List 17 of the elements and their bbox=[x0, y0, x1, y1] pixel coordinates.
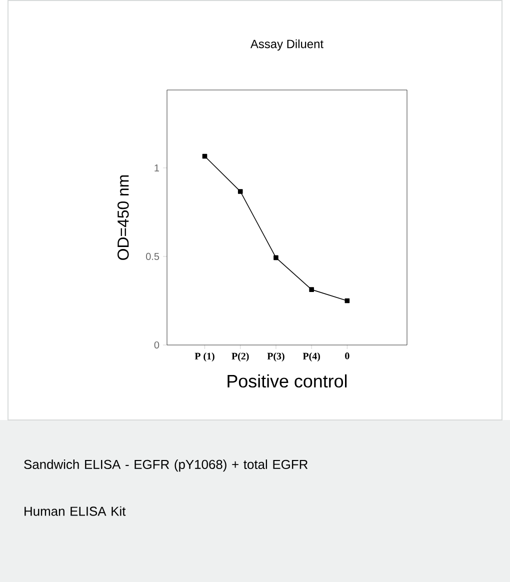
x-tick-label: P (1) bbox=[194, 352, 214, 362]
y-tick-label: 1 bbox=[154, 164, 159, 172]
y-axis-title: OD=450 nm bbox=[118, 175, 129, 260]
x-tick-label: P(2) bbox=[232, 352, 249, 362]
x-axis-title: Positive control bbox=[228, 374, 347, 388]
y-tick-label: 0.5 bbox=[146, 252, 160, 260]
point bbox=[238, 189, 243, 194]
x-tick-label: 0 bbox=[345, 352, 350, 360]
y-tick-label: 0 bbox=[154, 341, 160, 349]
point bbox=[309, 287, 314, 292]
x-tick-label: P(3) bbox=[267, 352, 284, 362]
point bbox=[202, 154, 208, 159]
x-tick-label: P(4) bbox=[302, 352, 320, 362]
point bbox=[344, 298, 350, 304]
text: Sandwich ELISA - EGFR (pY1068) + total EGFR Human ELISA Kit bbox=[24, 460, 308, 516]
point bbox=[274, 255, 278, 260]
chart-title: Assay Diluent bbox=[250, 39, 324, 51]
